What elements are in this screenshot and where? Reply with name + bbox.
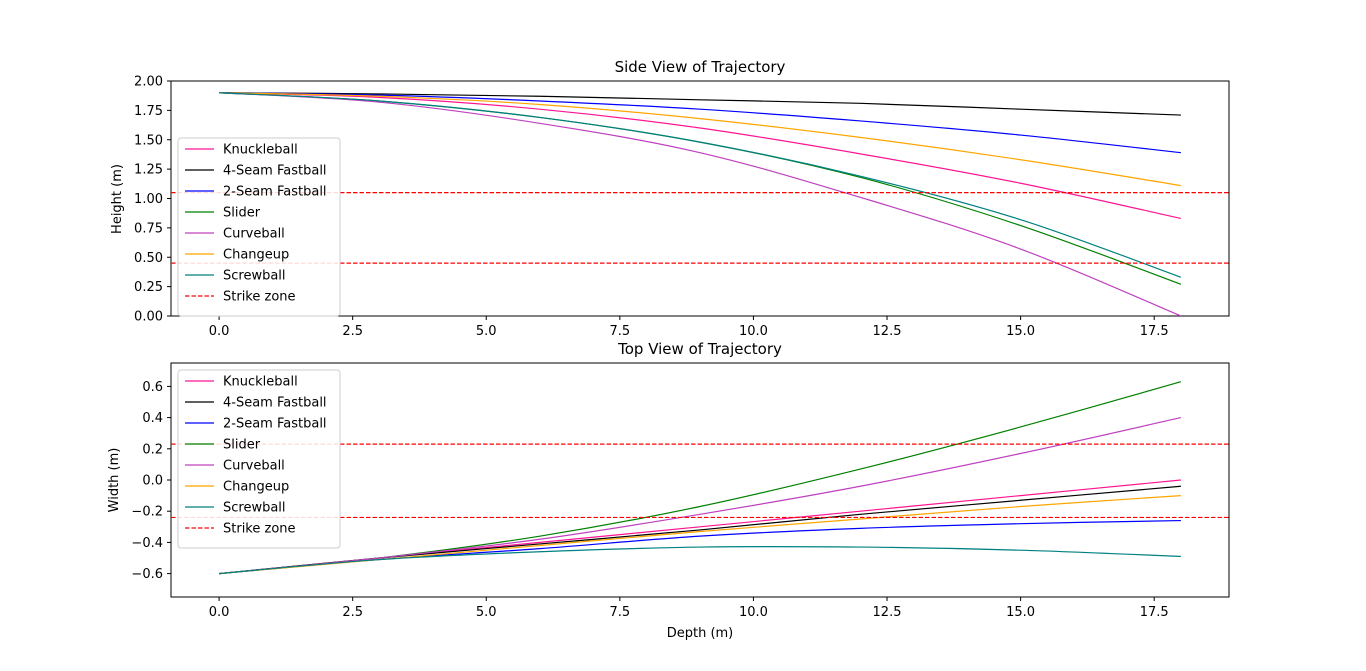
legend-label: 4-Seam Fastball [223,396,327,411]
legend-label: Slider [223,438,261,453]
series-line-changeup [219,495,1181,575]
y-tick-label: 2.00 [134,75,163,90]
y-tick-label: 0.4 [142,411,163,426]
x-tick-label: 17.5 [1140,324,1169,339]
x-tick-label: 12.5 [873,324,902,339]
y-tick-label: −0.6 [131,567,163,582]
y-tick-label: 0.2 [142,442,163,457]
x-tick-label: 2.5 [342,605,363,620]
y-tick-label: 0.00 [134,310,163,325]
y-tick-label: 0.0 [142,474,163,489]
y-tick-label: 1.25 [134,163,163,178]
legend-label: Changeup [223,248,289,263]
x-tick-label: 15.0 [1006,324,1035,339]
y-tick-label: 0.50 [134,251,163,266]
x-tick-label: 0.0 [209,605,230,620]
top-view-panel: Top View of Trajectory Width (m) Depth (… [107,340,1230,641]
side-view-panel: Side View of Trajectory Height (m) 0.0 2.… [110,58,1230,339]
legend: Knuckleball 4-Seam Fastball 2-Seam Fastbal… [177,137,341,317]
x-tick-label: 2.5 [342,324,363,339]
legend-label: Knuckleball [223,143,298,158]
y-tick-label: 1.75 [134,104,163,119]
legend-label: 2-Seam Fastball [223,185,327,200]
x-axis-title: Depth (m) [667,626,734,641]
series-line-screwball [219,545,1181,575]
plot-area [171,381,1229,575]
y-tick-label: 1.00 [134,192,163,207]
y-tick-label: 0.75 [134,221,163,236]
x-tick-label: 10.0 [739,605,768,620]
legend-label: 4-Seam Fastball [223,164,327,179]
x-tick-label: 7.5 [610,605,631,620]
y-tick-label: 0.25 [134,280,163,295]
legend-label: Curveball [223,459,285,474]
y-tick-label: 1.50 [134,133,163,148]
y-axis-title: Height (m) [110,164,125,234]
series-line-screwball [219,92,1182,278]
series-line-curveball [219,417,1182,575]
x-tick-label: 15.0 [1006,605,1035,620]
series-line-changeup [219,92,1182,187]
y-axis-title: Width (m) [107,448,122,513]
legend-label: Curveball [223,227,285,242]
legend-label: Slider [223,206,261,221]
series-line-4-seam-fastball [219,92,1181,116]
chart-title: Side View of Trajectory [615,58,786,76]
x-tick-label: 12.5 [873,605,902,620]
legend-label: Screwball [223,501,286,516]
x-tick-label: 5.0 [476,324,497,339]
series-line-slider [219,381,1182,575]
x-tick-label: 0.0 [209,324,230,339]
legend-label: 2-Seam Fastball [223,417,327,432]
y-tick-label: −0.2 [131,505,163,520]
series-line-2-seam-fastball [219,92,1181,154]
legend-box [177,137,341,317]
y-tick-label: 0.6 [142,380,163,395]
legend-label: Strike zone [223,522,296,537]
series-line-curveball [219,92,1182,316]
legend-label: Screwball [223,269,286,284]
legend-label: Strike zone [223,290,296,305]
x-tick-label: 7.5 [610,324,631,339]
y-tick-label: −0.4 [131,536,163,551]
series-line-knuckleball [219,92,1182,220]
plot-area [171,92,1229,316]
x-tick-label: 10.0 [739,324,768,339]
chart-title: Top View of Trajectory [617,340,782,358]
legend-box [177,369,341,549]
x-tick-label: 17.5 [1140,605,1169,620]
legend-label: Knuckleball [223,375,298,390]
x-tick-label: 5.0 [476,605,497,620]
legend: Knuckleball 4-Seam Fastball 2-Seam Fastbal… [177,369,341,549]
legend-label: Changeup [223,480,289,495]
